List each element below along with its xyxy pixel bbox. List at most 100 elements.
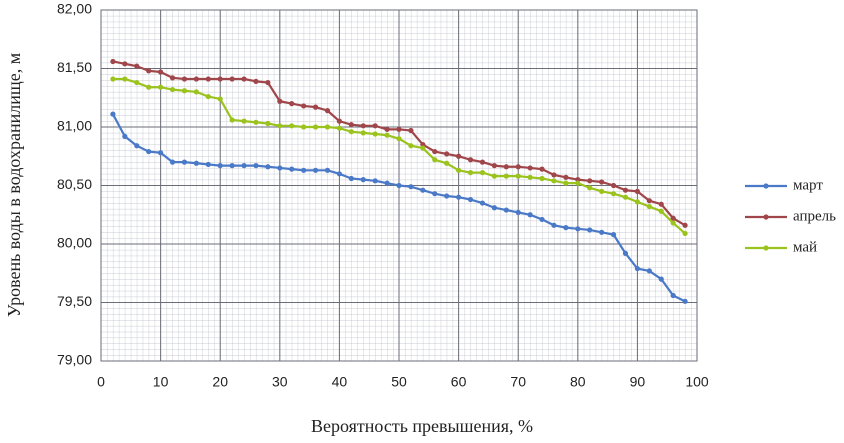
point	[193, 89, 199, 95]
point	[336, 118, 342, 124]
point	[360, 177, 366, 183]
point	[253, 163, 259, 169]
point	[122, 76, 128, 82]
point	[277, 165, 283, 171]
point	[396, 136, 402, 142]
point	[348, 122, 354, 128]
x-tick-label: 80	[570, 374, 586, 390]
point	[658, 208, 664, 214]
point	[146, 148, 152, 155]
x-tick-label: 100	[685, 374, 709, 390]
point	[527, 174, 533, 180]
point	[181, 88, 188, 94]
point	[181, 159, 188, 165]
point	[289, 101, 295, 107]
point	[444, 160, 450, 166]
point	[229, 163, 235, 169]
point	[169, 86, 176, 93]
x-tick-label: 10	[153, 374, 169, 390]
point	[432, 148, 438, 155]
y-tick-label: 81,50	[57, 59, 92, 75]
point	[324, 167, 331, 173]
point	[479, 170, 486, 176]
point	[408, 143, 414, 149]
point	[122, 133, 128, 139]
point	[408, 127, 414, 134]
point	[467, 157, 474, 163]
point	[539, 216, 545, 223]
legend-marker	[763, 214, 769, 220]
x-tick-label: 50	[391, 374, 407, 390]
point	[360, 123, 366, 129]
point	[682, 298, 688, 304]
point	[193, 160, 199, 166]
point	[348, 129, 354, 135]
point	[158, 69, 164, 75]
point	[241, 76, 247, 82]
x-tick-label: 40	[332, 374, 348, 390]
point	[384, 180, 390, 186]
point	[658, 276, 664, 282]
point	[348, 175, 354, 182]
point	[527, 212, 533, 218]
point	[682, 230, 688, 237]
point	[599, 179, 605, 185]
point	[241, 118, 247, 124]
point	[277, 98, 283, 104]
point	[599, 229, 605, 235]
point	[634, 199, 641, 205]
point	[301, 167, 307, 173]
y-tick-label: 79,00	[57, 352, 92, 368]
point	[551, 172, 557, 178]
point	[134, 63, 140, 69]
point	[634, 265, 641, 272]
point	[312, 167, 319, 173]
point	[658, 201, 664, 207]
point	[158, 84, 164, 90]
point	[491, 163, 497, 169]
point	[503, 173, 509, 179]
point	[539, 166, 545, 172]
point	[563, 174, 569, 180]
point	[491, 173, 497, 179]
point	[682, 222, 688, 228]
point	[134, 143, 140, 149]
point	[396, 182, 402, 189]
point	[336, 171, 342, 177]
point	[563, 225, 569, 231]
point	[610, 191, 617, 197]
point	[289, 166, 295, 172]
point	[634, 188, 641, 194]
point	[217, 96, 223, 102]
point	[312, 104, 319, 110]
point	[110, 76, 116, 82]
point	[456, 167, 462, 173]
point	[205, 76, 211, 82]
point	[670, 215, 676, 221]
point	[396, 126, 402, 132]
point	[670, 292, 676, 299]
point	[253, 78, 259, 84]
point	[456, 153, 462, 159]
point	[420, 145, 426, 151]
point	[217, 163, 223, 169]
y-tick-label: 80,00	[57, 235, 92, 251]
point	[479, 159, 486, 165]
point	[467, 170, 474, 176]
point	[384, 132, 390, 138]
point	[312, 124, 319, 130]
point	[193, 76, 199, 82]
legend-marker	[763, 245, 769, 251]
point	[301, 124, 307, 130]
point	[622, 250, 629, 256]
point	[205, 161, 211, 168]
point	[205, 93, 211, 100]
point	[134, 79, 140, 86]
point	[467, 196, 474, 203]
x-tick-label: 60	[451, 374, 467, 390]
point	[599, 188, 605, 194]
point	[241, 163, 247, 169]
y-axis-title: Уровень воды в водохранилище, м	[4, 53, 24, 317]
legend-marker	[763, 183, 769, 189]
x-tick-label: 70	[510, 374, 526, 390]
